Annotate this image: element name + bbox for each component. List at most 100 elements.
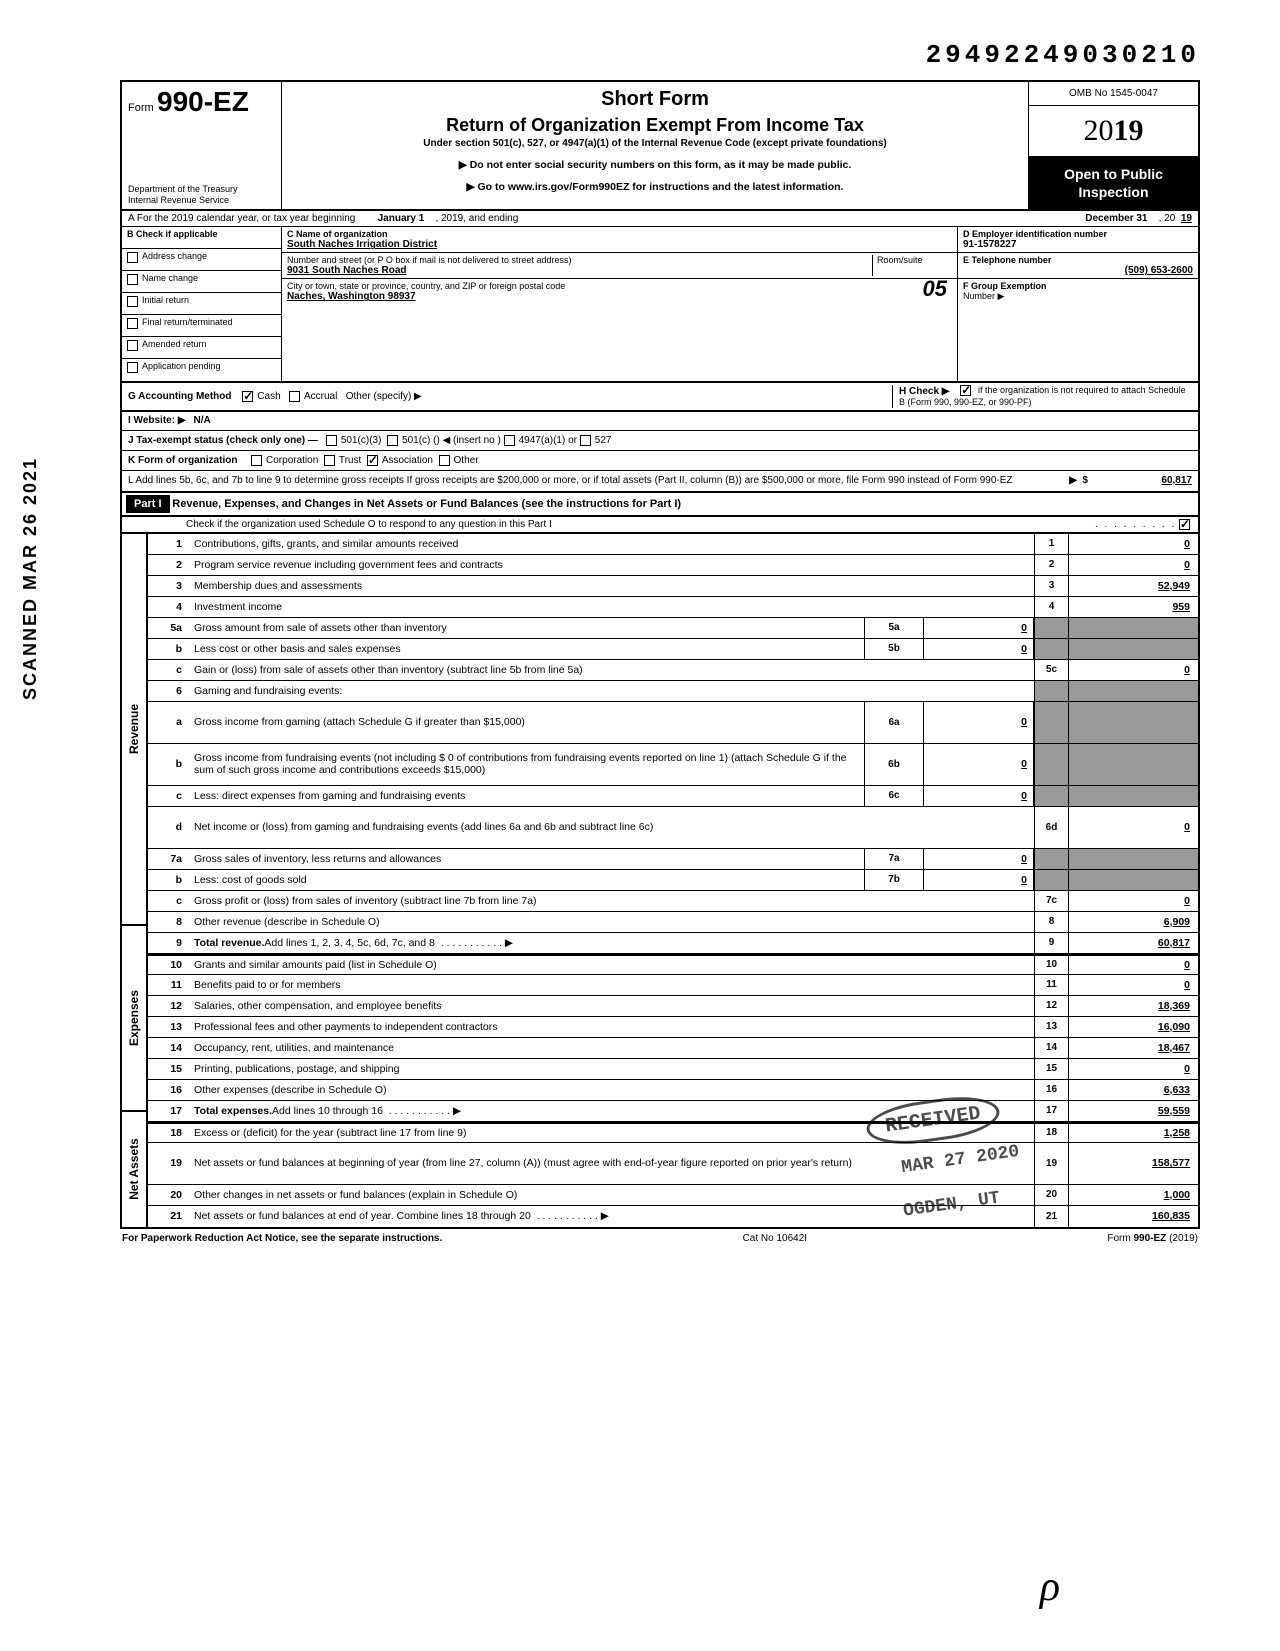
outer-line-num [1034, 849, 1068, 869]
line-number: 2 [148, 555, 188, 575]
g-label: G Accounting Method [128, 391, 232, 402]
outer-line-num: 13 [1034, 1017, 1068, 1037]
outer-line-num [1034, 702, 1068, 743]
h-section: H Check ▶ if the organization is not req… [892, 385, 1192, 407]
outer-line-val: 0 [1068, 807, 1198, 848]
chk-501c3[interactable] [326, 435, 337, 446]
chk-other-org[interactable] [439, 455, 450, 466]
outer-line-num [1034, 639, 1068, 659]
lbl-initial-return: Initial return [142, 295, 189, 305]
line-number: 19 [148, 1143, 188, 1184]
line-number: 11 [148, 975, 188, 995]
org-address: 9031 South Naches Road [287, 265, 872, 276]
chk-name-change[interactable] [127, 274, 138, 285]
chk-application-pending[interactable] [127, 362, 138, 373]
part1-title: Revenue, Expenses, and Changes in Net As… [172, 498, 681, 510]
line-description: Membership dues and assessments [188, 576, 1034, 596]
outer-line-val: 0 [1068, 975, 1198, 995]
expenses-side-label: Expenses [127, 990, 141, 1046]
line-description: Gross income from fundraising events (no… [188, 744, 864, 785]
footer-left: For Paperwork Reduction Act Notice, see … [122, 1233, 442, 1244]
line-number: 1 [148, 534, 188, 554]
inner-line-val: 0 [924, 639, 1034, 659]
line-description: Gross amount from sale of assets other t… [188, 618, 864, 638]
line-description: Total revenue. Add lines 1, 2, 3, 4, 5c,… [188, 933, 1034, 953]
outer-line-val [1068, 744, 1198, 785]
group-label2: Number ▶ [963, 291, 1193, 302]
dept-line2: Internal Revenue Service [128, 195, 275, 206]
lbl-assoc: Association [382, 455, 433, 466]
line-number: 6 [148, 681, 188, 701]
lbl-insert: ) ◀ (insert no ) [436, 435, 500, 446]
outer-line-val: 0 [1068, 1059, 1198, 1079]
line-number: 14 [148, 1038, 188, 1058]
outer-line-num: 11 [1034, 975, 1068, 995]
chk-h[interactable] [960, 385, 971, 396]
inner-line-num: 7a [864, 849, 924, 869]
chk-cash[interactable] [242, 391, 253, 402]
outer-line-val: 0 [1068, 555, 1198, 575]
chk-assoc[interactable] [367, 455, 378, 466]
line-a-yrval: 19 [1181, 213, 1192, 224]
city-label: City or town, state or province, country… [287, 281, 952, 291]
chk-initial-return[interactable] [127, 296, 138, 307]
line-number: 4 [148, 597, 188, 617]
group-label: F Group Exemption [963, 281, 1193, 291]
line-number: 9 [148, 933, 188, 953]
outer-line-val [1068, 681, 1198, 701]
inner-line-num: 6b [864, 744, 924, 785]
page-footer: For Paperwork Reduction Act Notice, see … [120, 1229, 1200, 1248]
line-number: c [148, 891, 188, 911]
line-number: d [148, 807, 188, 848]
open-public-1: Open to Public [1033, 165, 1194, 183]
line-a-end: December 31 [1085, 213, 1147, 224]
line-description: Less: cost of goods sold [188, 870, 864, 890]
outer-line-val: 158,577 [1068, 1143, 1198, 1184]
col-b-header: B Check if applicable [122, 227, 281, 249]
line-number: 20 [148, 1185, 188, 1205]
tel-value: (509) 653-2600 [963, 265, 1193, 276]
chk-schedule-o[interactable] [1179, 519, 1190, 530]
lbl-527: 527 [595, 435, 612, 446]
chk-address-change[interactable] [127, 252, 138, 263]
inner-line-num: 7b [864, 870, 924, 890]
lbl-501c3: 501(c)(3) [341, 435, 382, 446]
chk-527[interactable] [580, 435, 591, 446]
line-description: Gross sales of inventory, less returns a… [188, 849, 864, 869]
outer-line-num: 14 [1034, 1038, 1068, 1058]
outer-line-num: 7c [1034, 891, 1068, 911]
outer-line-val [1068, 870, 1198, 890]
line-number: b [148, 639, 188, 659]
line-number: 3 [148, 576, 188, 596]
outer-line-num: 3 [1034, 576, 1068, 596]
org-name: South Naches Irrigation District [287, 239, 952, 250]
line-description: Benefits paid to or for members [188, 975, 1034, 995]
chk-4947[interactable] [504, 435, 515, 446]
line-number: c [148, 786, 188, 806]
chk-accrual[interactable] [289, 391, 300, 402]
part1-check-text: Check if the organization used Schedule … [126, 519, 552, 530]
line-description: Salaries, other compensation, and employ… [188, 996, 1034, 1016]
outer-line-num: 1 [1034, 534, 1068, 554]
outer-line-num [1034, 870, 1068, 890]
line-description: Gross profit or (loss) from sales of inv… [188, 891, 1034, 911]
signature-mark: ρ [1040, 1563, 1060, 1611]
instr-ssn: ▶ Do not enter social security numbers o… [292, 159, 1018, 171]
chk-corp[interactable] [251, 455, 262, 466]
outer-line-val: 1,258 [1068, 1124, 1198, 1142]
addr-label: Number and street (or P O box if mail is… [287, 255, 872, 265]
return-title: Return of Organization Exempt From Incom… [292, 115, 1018, 136]
chk-501c[interactable] [387, 435, 398, 446]
lbl-cash: Cash [257, 391, 280, 402]
name-label: C Name of organization [287, 229, 952, 239]
lbl-accrual: Accrual [304, 391, 337, 402]
line-description: Net income or (loss) from gaming and fun… [188, 807, 1034, 848]
outer-line-num: 6d [1034, 807, 1068, 848]
line-description: Gross income from gaming (attach Schedul… [188, 702, 864, 743]
chk-amended-return[interactable] [127, 340, 138, 351]
part1-header-row: Part I Revenue, Expenses, and Changes in… [120, 493, 1200, 517]
line-number: 8 [148, 912, 188, 932]
chk-trust[interactable] [324, 455, 335, 466]
chk-final-return[interactable] [127, 318, 138, 329]
line-number: c [148, 660, 188, 680]
